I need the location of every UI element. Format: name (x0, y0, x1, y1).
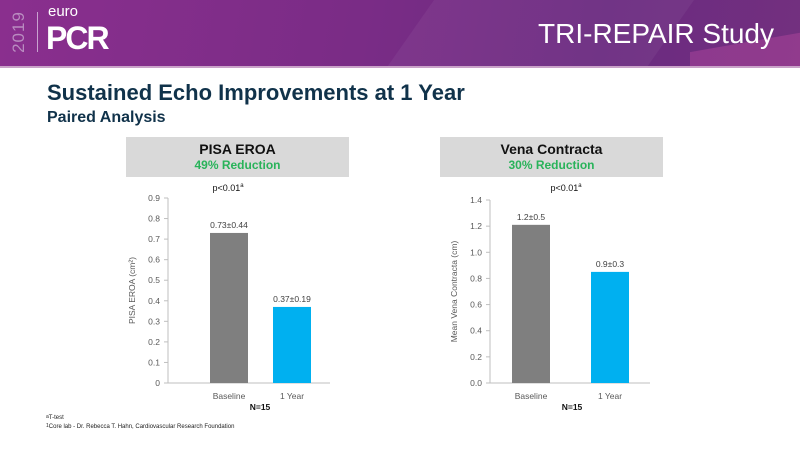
logo-pcr: PCR (46, 20, 110, 56)
y-tick-label: 1.0 (470, 247, 482, 257)
data-label: 1.2±0.5 (517, 212, 546, 222)
footnote: aT-test (46, 414, 234, 423)
bar-baseline (512, 224, 550, 383)
y-axis-label: PISA EROA (cm²) (127, 257, 137, 324)
page-subtitle: Paired Analysis (47, 109, 166, 126)
y-tick-label: 1.2 (470, 221, 482, 231)
y-tick-label: 0.4 (148, 296, 160, 306)
panel-title: PISA EROA (199, 141, 276, 157)
x-tick-label: 1 Year (598, 391, 622, 401)
y-axis-label: Mean Vena Contracta (cm) (449, 241, 459, 343)
logo-divider (37, 12, 38, 52)
x-axis-label: N=15 (250, 402, 271, 412)
y-tick-label: 0.2 (148, 337, 160, 347)
bar-baseline (210, 232, 248, 383)
panel-header-vena-contracta: Vena Contracta 30% Reduction (440, 137, 663, 177)
x-tick-label: Baseline (213, 391, 246, 401)
panel-title: Vena Contracta (500, 141, 603, 157)
bar-1-year (273, 306, 311, 383)
p-value-text: p<0.01 (550, 183, 578, 193)
x-axis-label: N=15 (562, 402, 583, 412)
panel-header-pisa-eroa: PISA EROA 49% Reduction (126, 137, 349, 177)
x-tick-label: Baseline (515, 391, 548, 401)
page-title: Sustained Echo Improvements at 1 Year (47, 80, 465, 105)
p-value-annotation: p<0.01a (550, 183, 582, 193)
panel-reduction: 49% Reduction (194, 158, 281, 172)
y-tick-label: 0.6 (470, 300, 482, 310)
y-tick-label: 0.9 (148, 193, 160, 203)
y-tick-label: 0.8 (470, 273, 482, 283)
y-tick-label: 0.7 (148, 234, 160, 244)
y-tick-label: 0.4 (470, 326, 482, 336)
data-label: 0.73±0.44 (210, 220, 248, 230)
p-value-text: p<0.01 (212, 183, 240, 193)
y-tick-label: 0.2 (470, 352, 482, 362)
y-tick-label: 0.5 (148, 275, 160, 285)
data-label: 0.9±0.3 (596, 259, 625, 269)
footnote: 1Core lab - Dr. Rebecca T. Hahn, Cardiov… (46, 423, 234, 432)
p-value-superscript: a (578, 183, 582, 189)
y-tick-label: 0.3 (148, 316, 160, 326)
footnotes: aT-test 1Core lab - Dr. Rebecca T. Hahn,… (46, 414, 234, 432)
header-divider (0, 66, 800, 68)
x-tick-label: 1 Year (280, 391, 304, 401)
logo-euro: euro (48, 3, 79, 20)
footnote-marker: a (46, 414, 49, 420)
y-tick-label: 0.0 (470, 378, 482, 388)
y-tick-label: 1.4 (470, 195, 482, 205)
header-band: 2019 euro PCR TRI-REPAIR Study (0, 0, 800, 66)
study-title: TRI-REPAIR Study (538, 18, 774, 49)
p-value-superscript: a (240, 183, 244, 189)
footnote-text: Core lab - Dr. Rebecca T. Hahn, Cardiova… (48, 424, 235, 430)
footnote-text: T-test (48, 415, 64, 421)
y-tick-label: 0.6 (148, 255, 160, 265)
data-label: 0.37±0.19 (273, 294, 311, 304)
footnote-marker: 1 (46, 423, 49, 429)
y-tick-label: 0.1 (148, 357, 160, 367)
bar-1-year (591, 271, 629, 383)
panel-reduction: 30% Reduction (508, 158, 595, 172)
y-tick-label: 0.8 (148, 214, 160, 224)
p-value-annotation: p<0.01a (212, 183, 244, 193)
y-tick-label: 0 (155, 378, 160, 388)
